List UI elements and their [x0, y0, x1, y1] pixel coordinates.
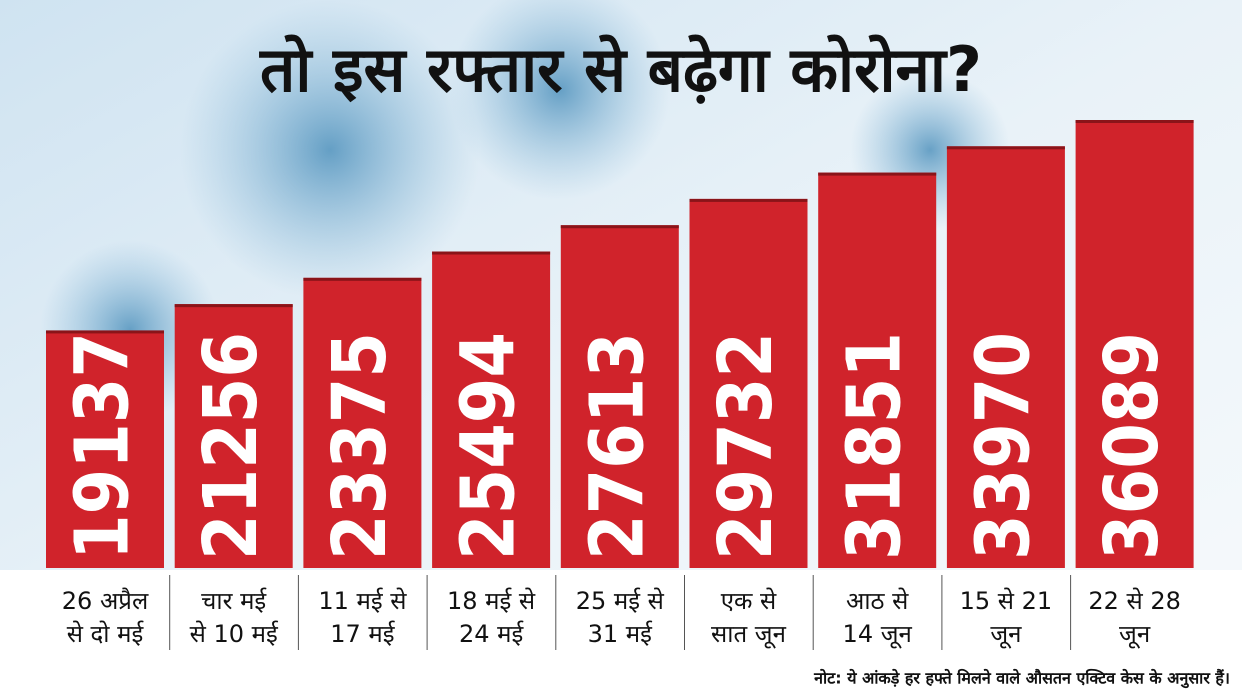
value-label: 36089 — [1089, 332, 1175, 560]
note: नोट: ये आंकड़े हर हफ्ते मिलने वाले औसतन … — [813, 669, 1230, 689]
x-tick-label: चार मई — [201, 587, 267, 615]
bar-top-edge — [1075, 120, 1194, 123]
bar-top-edge — [174, 304, 293, 308]
value-label: 33970 — [960, 332, 1046, 560]
x-tick-label: आठ से — [846, 587, 909, 615]
x-tick-label: जून — [1119, 620, 1151, 649]
x-tick-label: 31 मई — [588, 620, 654, 648]
x-tick-label: 11 मई से — [318, 587, 407, 615]
x-tick-label: से दो मई — [67, 620, 145, 648]
bar-top-edge — [46, 330, 164, 334]
x-tick-label: 26 अप्रैल — [62, 587, 149, 615]
bar — [174, 304, 293, 568]
x-tick-label: 17 मई — [330, 620, 396, 648]
x-tick-label: 22 से 28 — [1088, 587, 1181, 615]
bar — [1075, 120, 1194, 568]
bar — [689, 198, 808, 568]
value-label: 31851 — [832, 332, 918, 560]
virus-decoration — [450, 0, 670, 200]
bar-top-edge — [560, 225, 679, 229]
value-label: 19137 — [60, 332, 146, 560]
bar-top-edge — [946, 146, 1065, 150]
x-tick-label: जून — [990, 620, 1022, 649]
bar-top-edge — [432, 251, 551, 255]
bar — [432, 251, 551, 568]
x-tick-label: सात जून — [711, 620, 787, 649]
bar-top-edge — [689, 198, 808, 202]
bar — [46, 330, 164, 568]
value-label: 27613 — [574, 332, 660, 560]
x-tick-label: से 10 मई — [190, 620, 279, 648]
x-tick-label: एक से — [721, 587, 777, 615]
value-label: 25494 — [446, 332, 532, 560]
virus-decoration — [180, 0, 480, 300]
x-tick-label: 15 से 21 — [960, 587, 1053, 615]
x-tick-label: 24 मई — [459, 620, 525, 648]
x-tick-label: 18 मई से — [447, 587, 536, 615]
bar-top-edge — [303, 277, 422, 281]
bar — [303, 277, 422, 568]
bar — [946, 146, 1065, 568]
value-label: 21256 — [188, 332, 274, 560]
value-label: 23375 — [317, 332, 403, 560]
label-band — [0, 570, 1242, 699]
x-tick-label: 25 मई से — [576, 587, 665, 615]
bar-top-edge — [818, 172, 937, 176]
bar — [818, 172, 937, 568]
x-tick-label: 14 जून — [843, 620, 913, 649]
value-label: 29732 — [703, 332, 789, 560]
bar — [560, 225, 679, 568]
chart-title: तो इस रफ्तार से बढ़ेगा कोरोना? — [259, 33, 982, 106]
